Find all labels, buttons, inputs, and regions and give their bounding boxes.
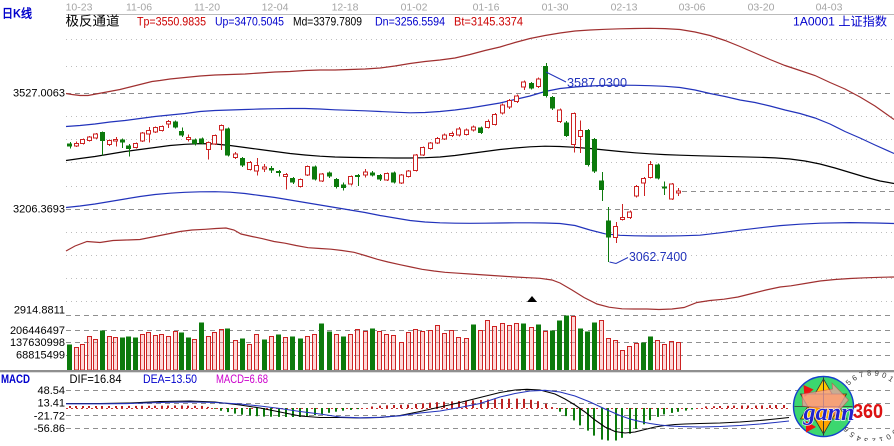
svg-text:7: 7 [858, 370, 865, 380]
svg-text:12-04: 12-04 [262, 2, 289, 14]
svg-text:4: 4 [855, 433, 862, 441]
svg-text:-21.72: -21.72 [34, 410, 65, 422]
svg-text:MACD: MACD [1, 372, 30, 386]
svg-text:DIF=16.84: DIF=16.84 [70, 372, 122, 386]
svg-text:6: 6 [850, 373, 858, 383]
svg-text:137630998: 137630998 [10, 337, 65, 349]
svg-text:gann: gann [802, 400, 854, 426]
svg-text:2: 2 [871, 436, 876, 441]
svg-text:0: 0 [881, 370, 888, 380]
svg-text:MACD=6.68: MACD=6.68 [216, 372, 268, 386]
svg-text:01-16: 01-16 [473, 2, 500, 14]
svg-text:3206.3693: 3206.3693 [13, 204, 65, 216]
svg-text:2: 2 [892, 379, 894, 388]
svg-text:02-13: 02-13 [611, 2, 638, 14]
svg-text:3527.0063: 3527.0063 [13, 88, 65, 100]
svg-text:03-20: 03-20 [748, 2, 775, 14]
svg-text:10-23: 10-23 [66, 2, 93, 14]
svg-text:3: 3 [863, 436, 869, 441]
svg-text:01-30: 01-30 [542, 2, 569, 14]
svg-text:3587.0300: 3587.0300 [567, 75, 627, 90]
svg-text:6: 6 [842, 425, 852, 434]
svg-text:5: 5 [848, 430, 857, 440]
svg-text:2914.8811: 2914.8811 [14, 305, 65, 317]
svg-text:Dn=3256.5594: Dn=3256.5594 [375, 15, 445, 29]
svg-text:01-02: 01-02 [401, 2, 428, 14]
svg-text:48.54: 48.54 [37, 385, 65, 397]
svg-text:206446497: 206446497 [10, 325, 65, 337]
svg-text:1A0001 上证指数: 1A0001 上证指数 [793, 14, 887, 29]
svg-text:0: 0 [885, 432, 893, 441]
svg-text:日K线: 日K线 [2, 6, 32, 21]
svg-text:1: 1 [887, 374, 894, 384]
svg-text:11-20: 11-20 [194, 2, 220, 14]
svg-text:Up=3470.5045: Up=3470.5045 [215, 15, 284, 29]
svg-text:9: 9 [874, 369, 879, 378]
svg-text:11-06: 11-06 [126, 2, 152, 14]
svg-text:Md=3379.7809: Md=3379.7809 [293, 15, 362, 29]
svg-text:3062.7400: 3062.7400 [629, 249, 687, 264]
svg-text:68815499: 68815499 [16, 349, 65, 361]
svg-text:1: 1 [878, 435, 884, 441]
svg-text:9: 9 [890, 428, 894, 437]
svg-text:-56.86: -56.86 [34, 423, 65, 435]
svg-text:03-06: 03-06 [679, 2, 706, 14]
svg-text:极反通道: 极反通道 [66, 14, 120, 29]
svg-text:13.41: 13.41 [37, 398, 65, 410]
svg-text:Bt=3145.3374: Bt=3145.3374 [454, 15, 523, 29]
svg-text:DEA=13.50: DEA=13.50 [143, 372, 197, 386]
svg-text:04-03: 04-03 [816, 2, 843, 14]
svg-text:8: 8 [867, 368, 872, 377]
svg-text:Tp=3550.9835: Tp=3550.9835 [137, 15, 206, 29]
svg-text:360: 360 [853, 401, 883, 423]
svg-text:12-18: 12-18 [332, 2, 359, 14]
svg-text:5: 5 [844, 378, 853, 387]
